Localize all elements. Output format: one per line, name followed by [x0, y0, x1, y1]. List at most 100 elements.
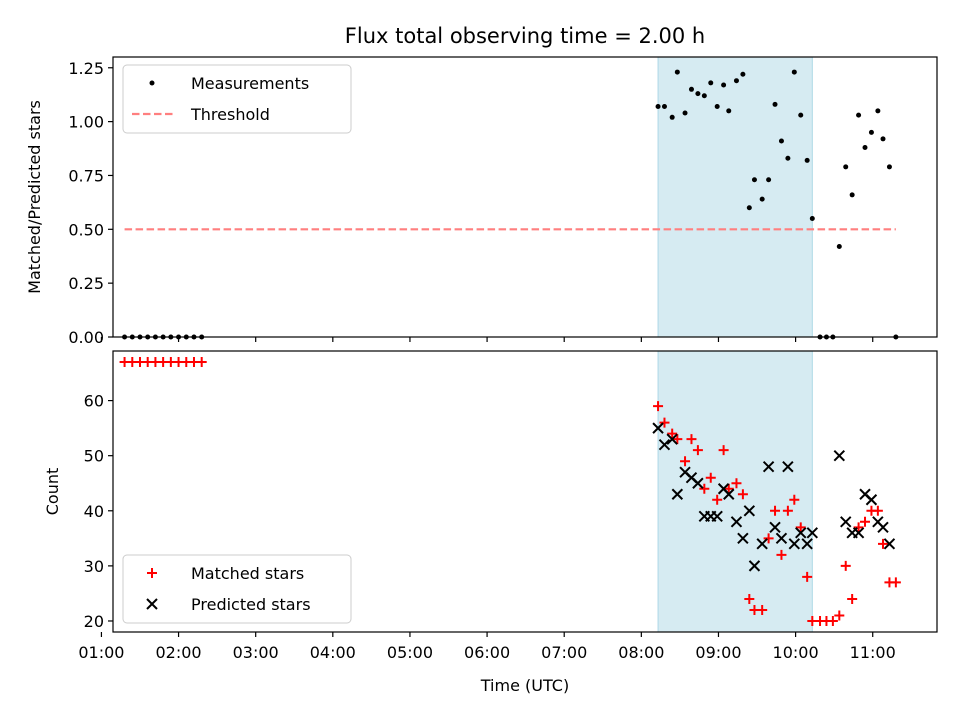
xtick-label: 09:00 [695, 643, 741, 662]
top-series-1-point-36 [809, 216, 815, 222]
bottom-shaded-interval [657, 350, 813, 633]
top-series-1-point-25 [740, 71, 746, 77]
bottom-series-2-point-3 [666, 433, 678, 445]
top-series-1-point-26 [746, 205, 752, 211]
top-series-1-point-42 [849, 192, 855, 198]
top-series-1-point-46 [875, 108, 881, 114]
bottom-series-1-point-16 [680, 456, 691, 467]
top-series-1-point-41 [843, 164, 849, 170]
top-series-1-point-18 [695, 91, 701, 97]
top-shaded-interval [657, 56, 813, 338]
xtick-label: 01:00 [78, 643, 124, 662]
xtick-label: 06:00 [464, 643, 510, 662]
top-legend-label-2: Threshold [190, 105, 270, 124]
bottom-series-1-point-34 [795, 522, 806, 533]
xlabel: Time (UTC) [480, 676, 569, 695]
top-series-1-point-33 [791, 69, 797, 75]
top-series-1-point-34 [798, 112, 804, 118]
bottom-series-2-point-2 [658, 438, 671, 451]
xtick-label: 10:00 [773, 643, 819, 662]
bottom-series-1-point-26 [744, 593, 755, 604]
bottom-series-1-point-13 [659, 417, 670, 428]
bottom-series-1-point-25 [737, 489, 748, 500]
bottom-series-1-point-18 [692, 445, 703, 456]
bottom-series-2-point-18 [762, 460, 775, 473]
bottom-axes-frame [112, 350, 938, 633]
bottom-series-2-point-31 [865, 494, 878, 506]
bottom-series-2-point-4 [671, 488, 684, 500]
bottom-series-2-point-19 [769, 521, 781, 534]
bottom-series-2-point-21 [782, 460, 794, 473]
bottom-legend-box [122, 554, 352, 624]
top-series-1-point-15 [674, 69, 680, 75]
top-series-1-point-35 [804, 157, 810, 163]
bottom-series-1-point-28 [757, 604, 768, 615]
bottom-series-2-point-23 [795, 527, 807, 539]
xtick-label: 08:00 [618, 643, 664, 662]
top-series-1-point-21 [714, 104, 720, 110]
bottom-series-2 [652, 422, 896, 572]
top-ytick-label: 0.75 [68, 166, 104, 185]
top-panel: 0.00 0.25 0.50 0.75 1.00 1.25 Matched/Predicte… [25, 56, 938, 347]
bottom-series-1-point-23 [723, 483, 734, 494]
bottom-series-1-point-31 [776, 549, 787, 560]
bottom-series-2-point-17 [756, 538, 768, 550]
bottom-series-1-point-21 [712, 494, 723, 505]
top-series-1-point-20 [708, 80, 714, 86]
top-legend: Measurements Threshold [122, 64, 352, 134]
top-ytick-label: 1.25 [68, 59, 104, 78]
bottom-series-1-point-41 [840, 560, 851, 571]
bottom-series-1-point-39 [827, 615, 838, 626]
bottom-series-2-point-25 [806, 527, 819, 539]
top-series-1-point-24 [733, 78, 739, 84]
bottom-series-1-point-29 [763, 533, 774, 544]
bottom-series-1-point-15 [672, 434, 683, 445]
bottom-series-1-point-40 [834, 610, 845, 621]
figure-title: Flux total observing time = 2.00 h [345, 24, 705, 48]
top-series-1-point-31 [778, 138, 784, 144]
bottom-series-1-point-14 [667, 428, 678, 439]
top-series-1-point-23 [726, 108, 732, 114]
bottom-ytick-label: 40 [84, 502, 104, 521]
top-series-1-point-40 [836, 244, 842, 250]
bottom-series-1-point-49 [890, 577, 901, 588]
top-series-1-point-12 [655, 104, 661, 110]
bottom-legend: Matched stars Predicted stars [122, 554, 352, 624]
bottom-series-2-point-14 [737, 532, 749, 545]
bottom-series-2-point-27 [840, 516, 852, 528]
top-series-1-point-30 [772, 101, 778, 107]
bottom-series-2-point-12 [723, 488, 735, 500]
bottom-series-1-point-44 [860, 516, 871, 527]
xtick-label: 07:00 [541, 643, 587, 662]
bottom-series-2-point-13 [730, 516, 743, 528]
bottom-series-2-point-16 [748, 560, 761, 572]
top-ytick-label: 0.25 [68, 274, 104, 293]
bottom-series-2-point-22 [788, 538, 801, 550]
bottom-series-1 [119, 357, 901, 626]
bottom-series-1-point-19 [699, 483, 710, 494]
bottom-series-2-point-33 [877, 521, 889, 534]
xtick-label: 11:00 [850, 643, 896, 662]
bottom-series-1-point-22 [718, 445, 729, 456]
xtick-label: 05:00 [387, 643, 433, 662]
top-legend-label-1: Measurements [191, 74, 309, 93]
bottom-series-1-point-46 [872, 505, 883, 516]
bottom-series-2-point-24 [801, 538, 813, 550]
top-series-1-point-13 [661, 104, 667, 110]
top-series-1-point-16 [682, 110, 688, 116]
bottom-series-1-point-11 [196, 357, 207, 368]
bottom-series-1-point-12 [653, 401, 664, 412]
top-series-1-point-47 [880, 136, 886, 142]
xtick-label: 04:00 [310, 643, 356, 662]
bottom-series-2-point-34 [883, 538, 896, 550]
bottom-series-1-point-24 [731, 478, 742, 489]
top-ytick-label: 1.00 [68, 113, 104, 132]
bottom-series-2-point-20 [775, 532, 788, 545]
bottom-series-1-point-17 [686, 434, 697, 445]
bottom-series-1-point-20 [705, 472, 716, 483]
bottom-legend-label-2: Predicted stars [191, 595, 311, 614]
top-series-1-point-45 [868, 129, 874, 135]
bottom-series-1-point-32 [782, 505, 793, 516]
bottom-ytick-label: 30 [84, 557, 104, 576]
top-ylabel: Matched/Predicted stars [25, 100, 44, 294]
